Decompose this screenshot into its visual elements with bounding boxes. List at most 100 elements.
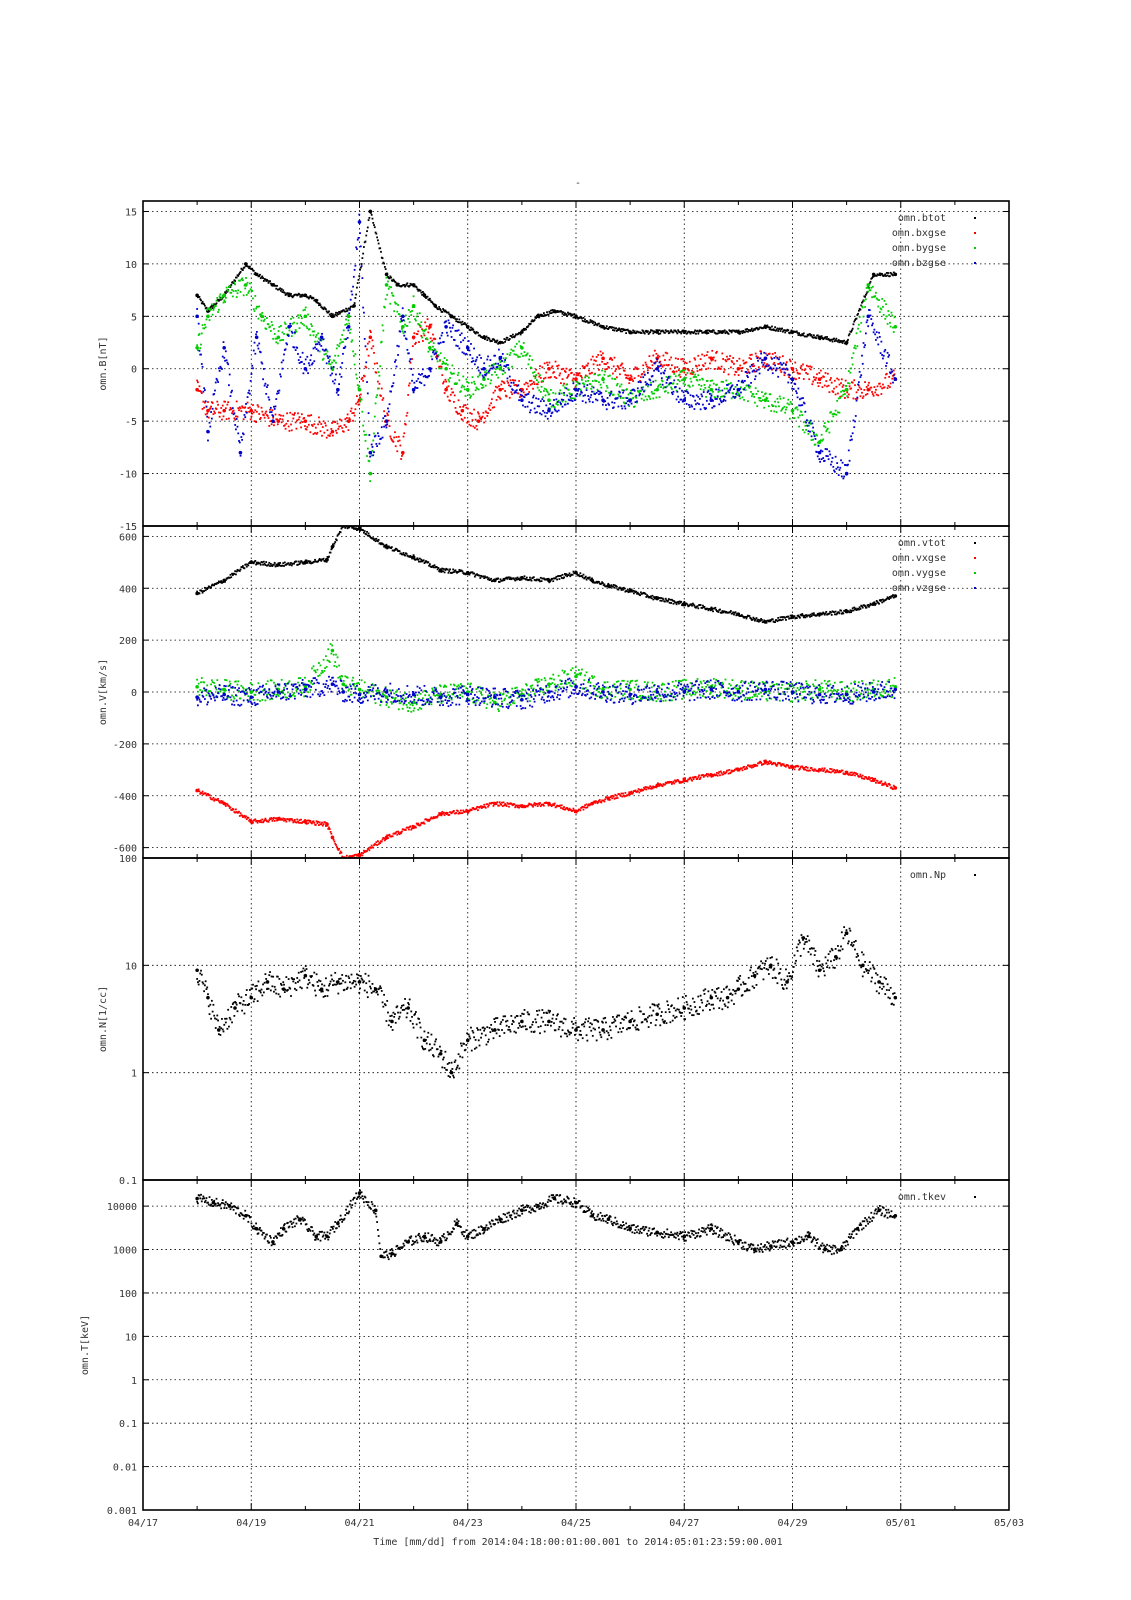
data-dot bbox=[238, 272, 241, 274]
data-dot bbox=[602, 358, 605, 360]
data-dot bbox=[788, 417, 791, 420]
data-dot bbox=[238, 409, 240, 412]
data-dot bbox=[560, 403, 562, 405]
data-dot bbox=[504, 390, 507, 392]
data-dot bbox=[611, 326, 614, 329]
data-dot bbox=[638, 394, 641, 397]
data-dot bbox=[376, 239, 379, 242]
data-dot bbox=[359, 232, 361, 235]
data-dot bbox=[862, 342, 865, 344]
data-dot bbox=[840, 475, 843, 478]
data-dot bbox=[408, 309, 410, 311]
data-dot bbox=[208, 421, 211, 424]
data-dot bbox=[878, 331, 880, 334]
data-dot bbox=[756, 357, 759, 359]
data-dot bbox=[778, 327, 781, 330]
data-dot bbox=[398, 439, 401, 442]
data-dot bbox=[794, 383, 797, 386]
data-dot bbox=[466, 421, 469, 424]
data-dot bbox=[316, 343, 319, 345]
data-dot bbox=[435, 357, 438, 360]
data-dot bbox=[837, 611, 840, 614]
data-dot bbox=[831, 457, 834, 459]
data-dot bbox=[474, 332, 477, 335]
data-dot bbox=[538, 578, 541, 581]
data-dot bbox=[201, 408, 204, 410]
data-dot bbox=[840, 612, 843, 615]
data-dot bbox=[625, 332, 628, 335]
data-dot bbox=[249, 418, 252, 421]
data-dot bbox=[554, 409, 557, 412]
data-dot bbox=[280, 289, 282, 292]
data-dot bbox=[782, 397, 785, 400]
data-dot bbox=[389, 275, 392, 278]
data-dot bbox=[665, 375, 668, 378]
data-dot bbox=[823, 612, 825, 615]
data-dot bbox=[512, 577, 515, 580]
data-dot bbox=[298, 293, 301, 296]
data-dot bbox=[479, 371, 482, 374]
data-dot bbox=[331, 361, 334, 364]
data-dot bbox=[370, 347, 373, 350]
data-point bbox=[303, 419, 308, 423]
data-dot bbox=[495, 399, 498, 401]
data-dot bbox=[850, 356, 853, 359]
data-dot bbox=[789, 401, 792, 403]
data-dot bbox=[656, 388, 659, 391]
data-dot bbox=[211, 307, 214, 309]
data-dot bbox=[700, 393, 703, 396]
data-dot bbox=[857, 327, 859, 330]
data-dot bbox=[779, 361, 782, 364]
data-dot bbox=[656, 360, 659, 363]
data-dot bbox=[539, 400, 542, 403]
data-dot bbox=[380, 387, 383, 390]
data-dot bbox=[307, 423, 310, 426]
data-dot bbox=[889, 386, 891, 388]
data-dot bbox=[771, 368, 773, 371]
data-dot bbox=[571, 573, 574, 576]
data-dot bbox=[416, 312, 419, 315]
data-dot bbox=[819, 612, 822, 615]
data-dot bbox=[311, 362, 314, 365]
data-dot bbox=[738, 395, 741, 397]
data-dot bbox=[203, 389, 206, 391]
data-dot bbox=[652, 380, 655, 383]
data-dot bbox=[889, 371, 891, 374]
data-dot bbox=[598, 363, 601, 366]
data-dot bbox=[622, 588, 624, 591]
data-dot bbox=[371, 449, 374, 452]
data-dot bbox=[203, 323, 206, 326]
data-dot bbox=[826, 455, 829, 458]
data-dot bbox=[493, 406, 496, 409]
data-dot bbox=[664, 351, 667, 354]
data-dot bbox=[563, 394, 565, 397]
data-dot bbox=[312, 297, 315, 300]
data-dot bbox=[882, 354, 885, 357]
data-dot bbox=[712, 390, 714, 393]
data-dot bbox=[376, 394, 379, 397]
data-dot bbox=[677, 358, 680, 360]
data-dot bbox=[740, 614, 743, 616]
data-dot bbox=[552, 404, 555, 407]
data-dot bbox=[239, 407, 242, 410]
data-dot bbox=[498, 348, 500, 351]
data-dot bbox=[816, 381, 819, 384]
data-dot bbox=[699, 604, 702, 606]
data-dot bbox=[845, 473, 848, 476]
data-dot bbox=[261, 410, 264, 413]
data-dot bbox=[457, 570, 460, 573]
y-tick-label: -15 bbox=[119, 522, 137, 533]
data-dot bbox=[748, 357, 751, 359]
data-dot bbox=[200, 390, 202, 393]
data-dot bbox=[318, 304, 320, 307]
data-dot bbox=[714, 606, 717, 609]
data-dot bbox=[641, 372, 644, 375]
data-dot bbox=[224, 359, 226, 362]
data-dot bbox=[582, 316, 585, 319]
data-dot bbox=[764, 352, 767, 355]
data-dot bbox=[611, 401, 614, 404]
data-dot bbox=[643, 332, 646, 335]
data-dot bbox=[303, 363, 306, 365]
data-dot bbox=[736, 389, 739, 392]
data-dot bbox=[691, 604, 693, 607]
